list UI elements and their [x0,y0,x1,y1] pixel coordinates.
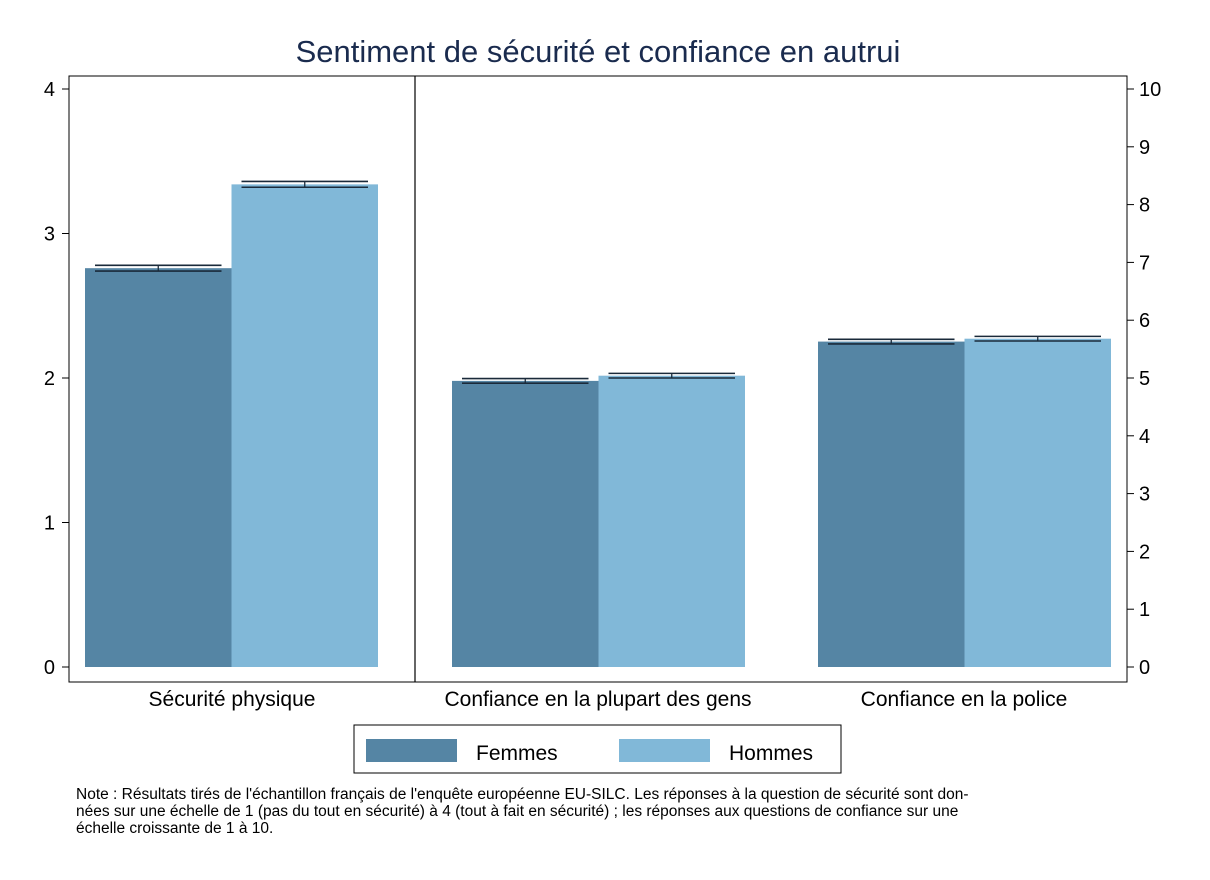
bar-hommes [598,375,745,667]
right-tick-label: 1 [1139,599,1150,621]
right-tick-label: 10 [1139,79,1161,101]
right-tick-label: 2 [1139,541,1150,563]
right-tick-label: 9 [1139,137,1150,159]
right-tick-label: 7 [1139,252,1150,274]
category-label: Confiance en la plupart des gens [444,688,751,711]
left-tick-label: 0 [44,657,55,679]
left-tick-label: 3 [44,224,55,246]
axes [62,75,1134,683]
left-tick-label: 1 [44,513,55,535]
error-bars [95,180,1101,385]
note-line-3: échelle croissante de 1 à 10. [76,820,274,837]
legend-swatch-hommes [619,739,710,762]
right-tick-label: 8 [1139,195,1150,217]
note: Note : Résultats tirés de l'échantillon … [76,786,1176,837]
bar-femmes [85,268,232,667]
category-labels: Sécurité physique Confiance en la plupart… [149,688,1068,711]
right-tick-label: 5 [1139,368,1150,390]
right-tick-label: 0 [1139,657,1150,679]
tick-labels: 0 1 2 3 4 0 1 2 3 4 5 6 7 8 9 10 [44,79,1161,679]
left-tick-label: 2 [44,368,55,390]
right-tick-label: 4 [1139,426,1150,448]
legend-swatch-femmes [366,739,457,762]
bar-hommes [964,338,1111,667]
bar-femmes [452,380,599,667]
legend-label-femmes: Femmes [476,742,558,765]
bars [85,184,1111,667]
chart-title: Sentiment de sécurité et confiance en au… [296,34,901,69]
plot-frame [68,75,1128,683]
note-line-1: Note : Résultats tirés de l'échantillon … [76,786,969,803]
bar-femmes [818,341,965,667]
right-tick-label: 3 [1139,484,1150,506]
legend-label-hommes: Hommes [729,742,813,765]
note-line-2: nées sur une échelle de 1 (pas du tout e… [76,803,959,820]
left-tick-label: 4 [44,79,55,101]
right-tick-label: 6 [1139,310,1150,332]
category-label: Confiance en la police [861,688,1068,711]
bar-hommes [231,184,378,667]
category-label: Sécurité physique [149,688,316,711]
legend: Femmes Hommes [353,724,842,774]
